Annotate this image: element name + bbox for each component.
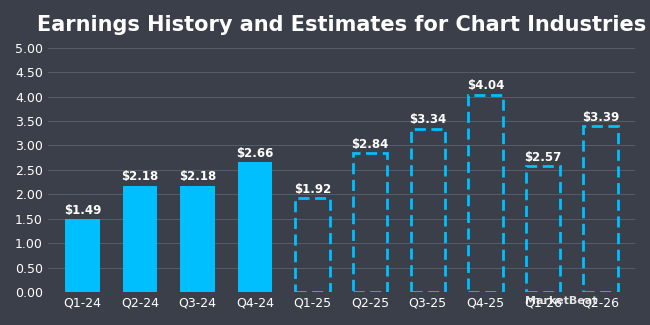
Bar [123, 186, 157, 292]
Text: $1.49: $1.49 [64, 204, 101, 217]
Text: MarketBeat: MarketBeat [525, 295, 598, 306]
Bar [238, 162, 272, 292]
Text: $2.66: $2.66 [237, 147, 274, 160]
Text: $2.57: $2.57 [525, 151, 562, 164]
Text: $2.84: $2.84 [352, 138, 389, 151]
Text: $1.92: $1.92 [294, 183, 332, 196]
Bar [180, 186, 214, 292]
Text: $3.34: $3.34 [409, 113, 447, 126]
Text: $2.18: $2.18 [122, 170, 159, 183]
Bar [65, 219, 99, 292]
Title: Earnings History and Estimates for Chart Industries: Earnings History and Estimates for Chart… [37, 15, 646, 35]
Text: $2.18: $2.18 [179, 170, 216, 183]
Text: $3.39: $3.39 [582, 111, 619, 124]
Text: $4.04: $4.04 [467, 79, 504, 92]
